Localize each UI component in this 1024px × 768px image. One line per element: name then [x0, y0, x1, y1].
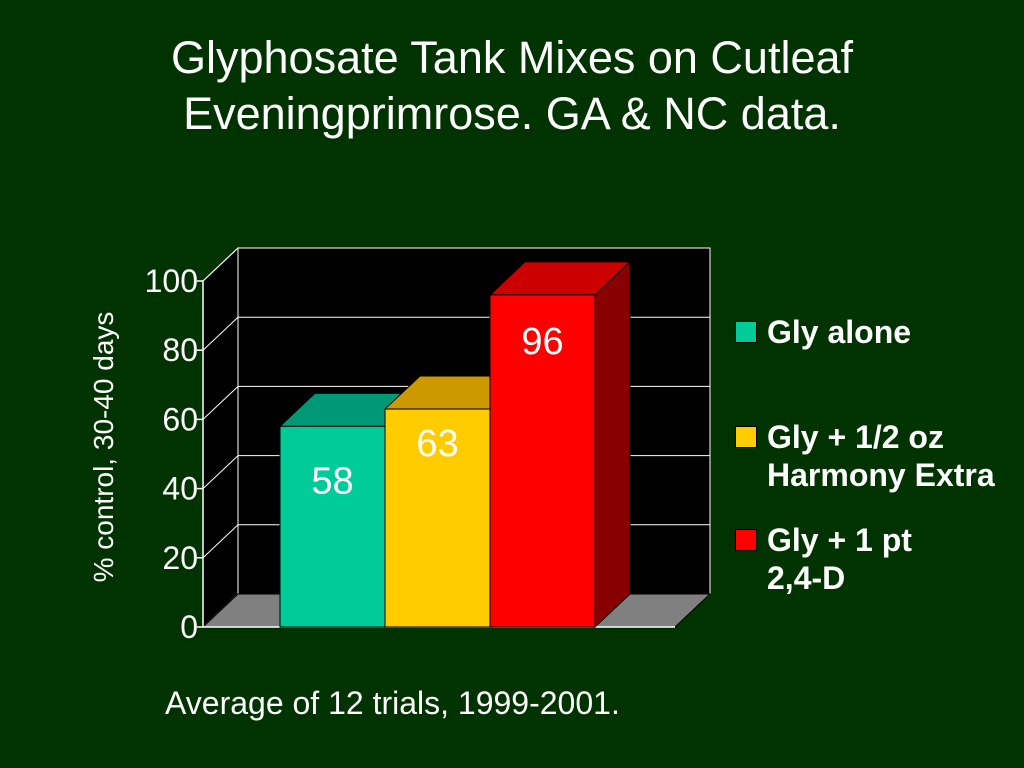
y-tick-label: 100 [145, 263, 198, 299]
legend-label: Gly alone [767, 313, 911, 351]
data-label: 58 [311, 460, 353, 502]
slide-title: Glyphosate Tank Mixes on Cutleaf Evening… [0, 30, 1024, 142]
y-tick-label: 80 [162, 332, 198, 368]
data-label: 63 [416, 423, 458, 465]
y-axis-label: % control, 30-40 days [88, 312, 119, 583]
gridline [202, 247, 710, 282]
legend-label-line: Gly alone [767, 314, 912, 350]
y-tick-label: 0 [180, 609, 198, 645]
y-tick-labels: 0 20 40 60 80 100 [145, 263, 203, 645]
bar-front [279, 425, 386, 628]
title-line-1: Glyphosate Tank Mixes on Cutleaf [170, 32, 854, 83]
legend-label: Gly + 1/2 oz Harmony Extra [767, 418, 995, 494]
legend-swatch [735, 321, 757, 343]
bars [278, 260, 632, 629]
legend-label-line: Harmony Extra [767, 457, 995, 493]
y-tick-label: 60 [162, 401, 198, 437]
legend-label-line: Gly + 1 pt [767, 522, 912, 558]
bar [488, 260, 632, 629]
legend-swatch [735, 426, 757, 448]
bar-front [384, 408, 491, 628]
legend-swatch [735, 529, 757, 551]
chart-caption: Average of 12 trials, 1999-2001. [165, 685, 620, 721]
legend-label: Gly + 1 pt 2,4-D [767, 521, 912, 597]
legend-item: Gly alone [735, 313, 1024, 355]
data-labels: 58 63 96 [311, 321, 563, 502]
data-label: 96 [521, 321, 563, 363]
side-wall [202, 246, 239, 629]
legend-item: Gly + 1 pt 2,4-D [735, 521, 1024, 601]
legend-label-line: 2,4-D [767, 560, 846, 596]
legend-label-line: Gly + 1/2 oz [767, 419, 944, 455]
bar-side [594, 260, 631, 629]
y-tick-label: 20 [162, 540, 198, 576]
y-tick-label: 40 [162, 471, 198, 507]
title-line-2: Eveningprimrose. GA & NC data. [183, 88, 841, 139]
legend-item: Gly + 1/2 oz Harmony Extra [735, 418, 1024, 498]
bar-front [489, 294, 596, 628]
